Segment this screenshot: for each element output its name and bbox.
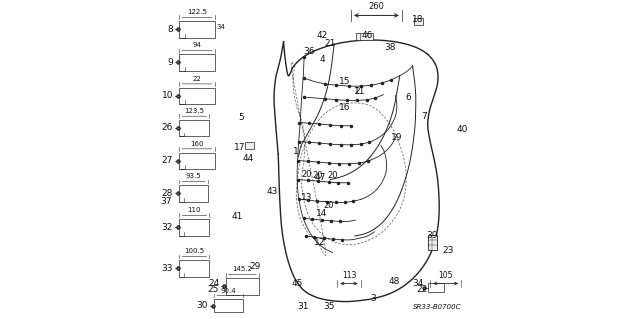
Text: 27: 27 [161, 156, 173, 165]
Text: 47: 47 [315, 173, 326, 182]
Text: 31: 31 [298, 302, 309, 311]
Text: 17: 17 [234, 143, 246, 152]
Text: 30: 30 [196, 301, 208, 310]
Text: 2: 2 [355, 87, 360, 96]
Text: 6: 6 [405, 93, 411, 102]
Text: 93.5: 93.5 [186, 173, 202, 179]
Text: 32: 32 [161, 223, 173, 232]
Bar [356, 33, 373, 40]
Text: 94: 94 [193, 42, 202, 48]
Text: 42: 42 [317, 31, 328, 40]
Text: 14: 14 [316, 209, 327, 218]
Text: 15: 15 [339, 78, 351, 86]
Bar [428, 235, 437, 250]
Text: 20: 20 [328, 171, 338, 180]
Text: 1: 1 [292, 146, 298, 156]
Text: 28: 28 [161, 189, 173, 198]
Bar [179, 219, 209, 236]
Bar [179, 260, 209, 277]
Text: 41: 41 [231, 212, 243, 221]
Bar [225, 278, 259, 295]
Bar [214, 299, 243, 312]
Text: 29: 29 [250, 262, 260, 271]
Text: 43: 43 [266, 187, 278, 196]
Text: 122.5: 122.5 [187, 9, 207, 15]
Text: 5: 5 [239, 113, 244, 122]
Text: 105: 105 [438, 271, 453, 280]
Text: 23: 23 [443, 246, 454, 256]
Text: 39: 39 [426, 231, 437, 240]
Text: 110: 110 [188, 207, 201, 213]
Text: 3: 3 [371, 294, 376, 303]
Text: 20: 20 [312, 171, 323, 180]
Text: 16: 16 [339, 103, 351, 112]
Text: 90.4: 90.4 [221, 288, 236, 294]
Text: 260: 260 [369, 2, 385, 11]
Text: 46: 46 [361, 31, 372, 40]
Bar [179, 185, 208, 202]
Text: 7: 7 [421, 112, 427, 121]
Bar [415, 18, 423, 25]
Text: 20: 20 [324, 201, 334, 210]
Text: 9: 9 [167, 58, 173, 67]
Text: 48: 48 [388, 277, 400, 286]
Text: 25: 25 [208, 285, 220, 294]
Text: 145.2: 145.2 [232, 266, 252, 272]
Text: 40: 40 [456, 125, 468, 134]
Text: 33: 33 [161, 264, 173, 273]
Text: 34: 34 [216, 25, 225, 31]
Text: 38: 38 [385, 43, 396, 52]
Text: 13: 13 [301, 193, 312, 203]
Bar [244, 143, 254, 150]
Text: 22: 22 [193, 76, 202, 82]
Text: 21: 21 [324, 40, 336, 48]
Text: 24: 24 [208, 279, 220, 288]
Text: 8: 8 [167, 25, 173, 33]
Text: 44: 44 [242, 153, 253, 162]
Bar [179, 120, 209, 137]
Text: 113: 113 [342, 271, 356, 280]
Text: SR33-B0700C: SR33-B0700C [413, 304, 461, 310]
Text: 123.5: 123.5 [184, 108, 204, 114]
Bar [428, 283, 444, 292]
Text: 100.5: 100.5 [184, 249, 204, 254]
Bar [179, 152, 215, 169]
Bar [179, 88, 215, 104]
Text: 18: 18 [412, 15, 423, 24]
Text: 34: 34 [412, 279, 423, 288]
Text: 10: 10 [161, 91, 173, 100]
Text: 12: 12 [314, 238, 326, 247]
Text: 26: 26 [161, 123, 173, 132]
Text: 22: 22 [417, 286, 428, 294]
Text: 11: 11 [354, 87, 365, 96]
Text: 160: 160 [190, 141, 204, 147]
Text: 45: 45 [291, 279, 303, 288]
Bar [179, 21, 215, 38]
Text: 36: 36 [303, 47, 315, 56]
Text: 37: 37 [160, 197, 172, 206]
Text: 20: 20 [301, 170, 312, 179]
Text: 35: 35 [323, 302, 335, 311]
Bar [179, 55, 215, 71]
Text: 4: 4 [320, 55, 325, 64]
Text: 19: 19 [391, 133, 403, 142]
